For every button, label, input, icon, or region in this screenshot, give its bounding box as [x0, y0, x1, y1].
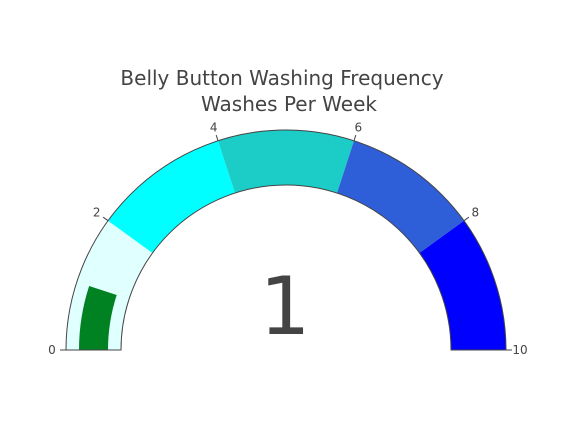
gauge-tick-mark-1 — [102, 216, 109, 222]
gauge-step-1 — [108, 140, 236, 254]
gauge-value-bar-group — [79, 286, 117, 350]
gauge-tick-mark-2 — [215, 134, 219, 141]
gauge-tick-label-1: 2 — [93, 205, 101, 219]
gauge-step-3 — [336, 140, 464, 254]
gauge-outline — [65, 129, 507, 351]
gauge-step-2 — [218, 130, 354, 194]
gauge-value-bar — [79, 286, 117, 350]
chart-title-line-2: Washes Per Week — [201, 92, 377, 116]
gauge-outline-group — [65, 129, 507, 351]
gauge-tick-mark-3 — [353, 134, 357, 141]
gauge-tick-label-0: 0 — [48, 343, 56, 357]
gauge-tick-label-2: 4 — [210, 120, 218, 134]
gauge-step-4 — [419, 220, 506, 350]
gauge-tick-label-4: 8 — [471, 205, 479, 219]
chart-title-line-1: Belly Button Washing Frequency — [120, 66, 443, 90]
gauge-tick-mark-4 — [463, 216, 470, 222]
gauge-value-number: 1 — [260, 260, 311, 353]
gauge-ticks: 0 2 4 6 8 10 — [48, 120, 527, 357]
gauge-tick-label-5: 10 — [512, 343, 527, 357]
gauge-tick-label-3: 6 — [354, 120, 362, 134]
